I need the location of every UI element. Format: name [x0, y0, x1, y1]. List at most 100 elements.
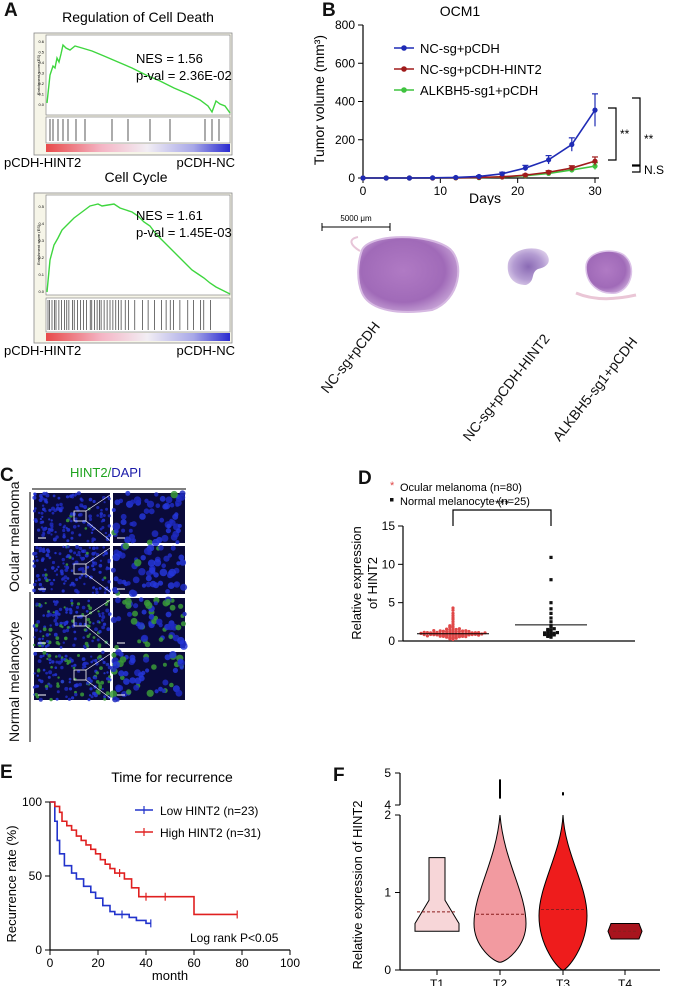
- gsea-ytick: 0.4: [38, 60, 44, 65]
- y-tick-label: 800: [335, 18, 355, 32]
- if-cell: [103, 695, 106, 699]
- if-cell: [169, 682, 174, 688]
- data-point: [430, 175, 436, 181]
- if-cell: [147, 559, 156, 567]
- if-cell: [167, 622, 175, 631]
- if-cell: [118, 670, 125, 677]
- if-cell: [111, 652, 117, 658]
- data-point: [441, 629, 445, 633]
- if-cell: [78, 512, 83, 517]
- if-cell: [44, 498, 48, 502]
- if-cell: [98, 612, 101, 616]
- if-cell: [122, 542, 130, 550]
- km-curve: [50, 801, 151, 925]
- data-point: [549, 611, 553, 615]
- if-cell: [78, 682, 82, 687]
- if-cell: [64, 568, 69, 572]
- tumor-section-hint2: [507, 248, 549, 285]
- if-cell: [87, 522, 91, 527]
- if-cell: [162, 679, 169, 686]
- if-cell: [143, 547, 151, 555]
- x-tick-label: 20: [91, 956, 105, 970]
- if-cell: [55, 503, 60, 507]
- if-cell: [63, 582, 66, 585]
- if-cell: [103, 672, 106, 675]
- gsea-ytick: 0.1: [38, 272, 44, 277]
- if-cell: [105, 608, 110, 613]
- if-cell: [145, 601, 153, 609]
- if-cell: [138, 675, 145, 682]
- if-cell: [51, 511, 55, 515]
- x-tick-label: T4: [618, 977, 632, 986]
- if-cell: [92, 561, 95, 564]
- if-cell: [173, 581, 181, 588]
- if-cell: [94, 658, 98, 663]
- if-cell: [106, 671, 109, 674]
- if-cell: [54, 602, 58, 606]
- gsea-ytick: 0.5: [38, 204, 44, 209]
- gsea-ytick: 0.2: [38, 81, 44, 86]
- if-cell: [63, 657, 66, 661]
- if-cell: [54, 673, 58, 677]
- if-cell: [44, 573, 48, 577]
- tumor-section-control: [357, 236, 460, 313]
- if-cell: [44, 645, 48, 648]
- if-cell: [66, 577, 70, 580]
- if-cell: [55, 660, 59, 664]
- if-cell: [55, 697, 59, 701]
- if-cell: [88, 546, 92, 549]
- if-cell: [159, 568, 168, 577]
- data-point: [549, 628, 553, 632]
- if-cell: [70, 604, 74, 607]
- if-cell: [101, 618, 104, 622]
- if-cell: [165, 496, 173, 504]
- if-cell: [125, 602, 132, 609]
- if-cell: [37, 528, 41, 532]
- if-cell: [114, 499, 121, 506]
- if-cell: [107, 524, 112, 528]
- if-cell: [49, 522, 54, 527]
- if-cell: [120, 675, 125, 681]
- if-cell: [115, 684, 122, 692]
- data-point: [546, 632, 550, 636]
- if-cell: [133, 496, 142, 504]
- if-cell: [108, 675, 111, 679]
- data-point: [546, 627, 550, 632]
- panel-letter-c: C: [0, 465, 14, 486]
- if-cell: [65, 495, 70, 499]
- if-cell: [50, 519, 53, 522]
- if-cell: [162, 662, 167, 667]
- tumor-label-hint2: NC-sg+pCDH-HINT2: [459, 330, 553, 444]
- gsea-ytick: 0.4: [38, 221, 44, 226]
- if-cell: [100, 508, 103, 512]
- if-cell: [103, 576, 107, 580]
- if-cell: [81, 657, 86, 661]
- if-cell: [39, 548, 43, 553]
- if-cell: [45, 548, 50, 552]
- if-cell: [72, 643, 76, 647]
- data-point: [549, 607, 553, 611]
- if-cell: [41, 504, 45, 507]
- x-tick-label: 60: [187, 956, 201, 970]
- if-cell: [100, 680, 104, 685]
- if-cell: [96, 638, 100, 642]
- gsea-nes: NES = 1.61: [136, 208, 203, 223]
- if-cell: [61, 589, 65, 593]
- if-cell: [59, 502, 63, 507]
- significance-brackets: ** ** N.S: [608, 97, 664, 177]
- if-cell: [96, 691, 101, 695]
- x-tick-label: T1: [430, 977, 444, 986]
- if-cell: [57, 660, 62, 665]
- if-cell: [151, 530, 159, 538]
- if-cell: [81, 605, 86, 610]
- panel-letter-d: D: [358, 468, 372, 489]
- y-tick-label: 200: [335, 133, 355, 147]
- if-cell: [130, 657, 136, 664]
- if-cell: [155, 503, 161, 508]
- if-cell: [78, 554, 81, 557]
- if-cell: [86, 539, 90, 543]
- stain-separator: /: [107, 465, 112, 480]
- if-cell: [44, 509, 47, 513]
- if-cell: [39, 630, 42, 633]
- if-cell: [101, 687, 105, 691]
